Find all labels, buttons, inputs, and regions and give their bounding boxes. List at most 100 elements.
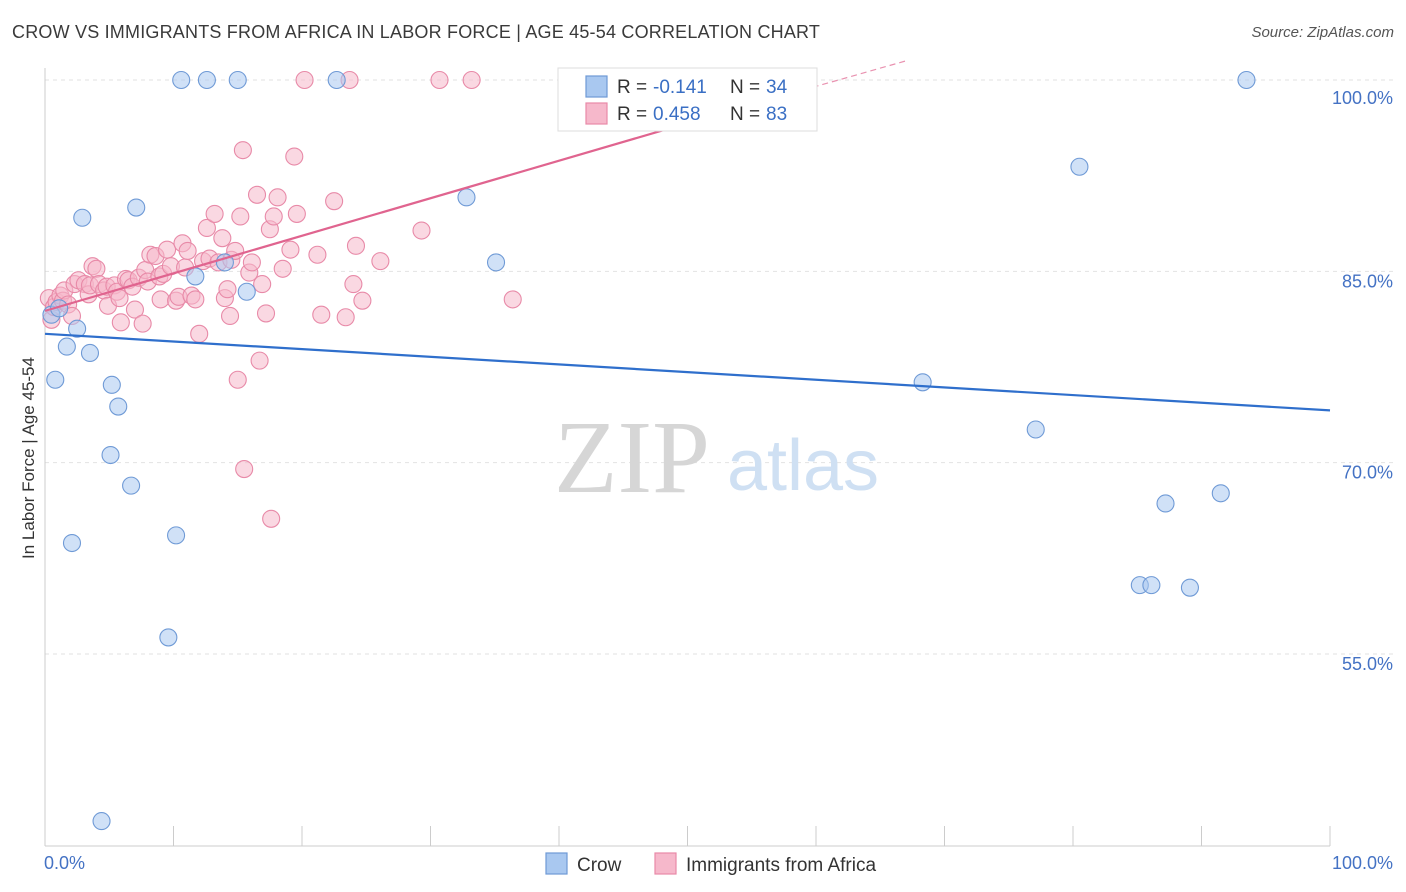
africa-point xyxy=(125,300,144,319)
africa-point xyxy=(151,290,170,309)
legend-n-label-africa: N = xyxy=(730,104,760,125)
crow-point xyxy=(1211,484,1230,503)
africa-point xyxy=(253,275,272,294)
x-tick-label: 0.0% xyxy=(44,853,85,873)
crow-point xyxy=(913,373,932,392)
africa-point xyxy=(353,291,372,310)
chart-source: Source: ZipAtlas.com xyxy=(1251,24,1394,41)
africa-point xyxy=(325,192,344,211)
y-tick-label: 70.0% xyxy=(1342,463,1393,483)
africa-point xyxy=(346,236,366,255)
africa-point xyxy=(503,290,522,309)
africa-point xyxy=(218,280,237,299)
legend-n-label-crow: N = xyxy=(730,77,760,98)
chart-title: CROW VS IMMIGRANTS FROM AFRICA IN LABOR … xyxy=(12,22,821,42)
africa-point xyxy=(262,509,281,528)
crow-point xyxy=(80,343,100,363)
crow-point xyxy=(46,370,65,389)
series-legend: Crow Immigrants from Africa xyxy=(545,852,876,876)
crow-point xyxy=(237,282,256,301)
crow-point xyxy=(186,267,205,286)
gridlines xyxy=(45,79,1395,655)
data-points xyxy=(39,70,1256,831)
bottom-legend-label-africa: Immigrants from Africa xyxy=(686,855,876,876)
crow-trend-line xyxy=(44,332,1331,412)
africa-point xyxy=(430,70,449,90)
crow-point xyxy=(68,319,87,338)
crow-point xyxy=(1142,576,1161,595)
crow-point xyxy=(92,812,111,831)
y-axis-label: In Labor Force | Age 45-54 xyxy=(19,357,38,559)
africa-point xyxy=(228,370,247,389)
africa-point xyxy=(197,218,216,238)
africa-point xyxy=(295,70,314,90)
legend-r-label-africa: R = xyxy=(617,104,647,125)
africa-point xyxy=(285,147,304,166)
africa-point xyxy=(178,241,197,260)
africa-point xyxy=(312,305,331,324)
legend-n-value-africa: 83 xyxy=(766,104,787,125)
africa-point xyxy=(281,240,300,259)
legend-swatch-crow xyxy=(585,75,608,98)
africa-point xyxy=(158,240,177,259)
axes xyxy=(44,68,1331,847)
africa-point xyxy=(264,207,283,226)
crow-point xyxy=(102,375,121,394)
crow-point xyxy=(122,476,141,495)
africa-point xyxy=(308,245,327,264)
africa-point xyxy=(220,306,240,326)
crow-point xyxy=(457,188,476,207)
crow-point xyxy=(172,70,191,90)
crow-point xyxy=(327,70,346,90)
y-tick-label: 85.0% xyxy=(1342,271,1393,291)
africa-point xyxy=(287,204,306,223)
africa-point xyxy=(371,252,390,271)
legend-r-value-africa: 0.458 xyxy=(653,104,701,125)
crow-point xyxy=(1180,578,1199,597)
crow-point xyxy=(1026,420,1045,439)
africa-point xyxy=(462,70,481,90)
y-tick-label: 100.0% xyxy=(1332,88,1393,108)
bottom-legend-swatch-crow xyxy=(545,852,568,875)
crow-point xyxy=(1156,494,1175,513)
watermark-zip: ZIP xyxy=(554,400,710,515)
africa-point xyxy=(242,253,261,272)
crow-point xyxy=(228,70,247,90)
watermark-atlas: atlas xyxy=(727,426,879,506)
crow-point xyxy=(127,198,146,217)
tick-labels: 55.0% 70.0% 85.0% 100.0% 0.0% 100.0% xyxy=(44,88,1393,873)
legend-swatch-africa xyxy=(585,102,608,125)
africa-point xyxy=(186,290,205,309)
africa-point xyxy=(190,324,209,343)
crow-point xyxy=(197,70,216,90)
africa-point xyxy=(233,141,252,160)
africa-point xyxy=(111,313,130,332)
africa-trend-line xyxy=(44,110,727,312)
crow-point xyxy=(62,533,82,553)
crow-point xyxy=(57,337,76,356)
y-tick-label: 55.0% xyxy=(1342,654,1393,674)
crow-point xyxy=(486,253,506,272)
africa-point xyxy=(273,259,292,278)
legend-n-value-crow: 34 xyxy=(766,77,788,98)
bottom-legend-swatch-africa xyxy=(654,852,677,875)
legend-r-label-crow: R = xyxy=(617,77,647,98)
crow-point xyxy=(1237,70,1256,90)
legend-r-value-crow: -0.141 xyxy=(653,77,707,98)
africa-point xyxy=(268,188,287,207)
crow-point xyxy=(1070,157,1089,176)
crow-point xyxy=(109,397,128,416)
africa-point xyxy=(235,459,254,479)
africa-point xyxy=(87,259,106,278)
africa-point xyxy=(133,314,152,333)
africa-point xyxy=(205,204,224,223)
bottom-legend-label-crow: Crow xyxy=(577,855,622,876)
crow-point xyxy=(73,208,92,227)
africa-point xyxy=(247,185,267,204)
africa-point xyxy=(250,351,269,370)
africa-point xyxy=(336,308,355,327)
crow-point xyxy=(159,628,178,647)
africa-point xyxy=(412,221,431,240)
africa-point xyxy=(231,207,250,226)
